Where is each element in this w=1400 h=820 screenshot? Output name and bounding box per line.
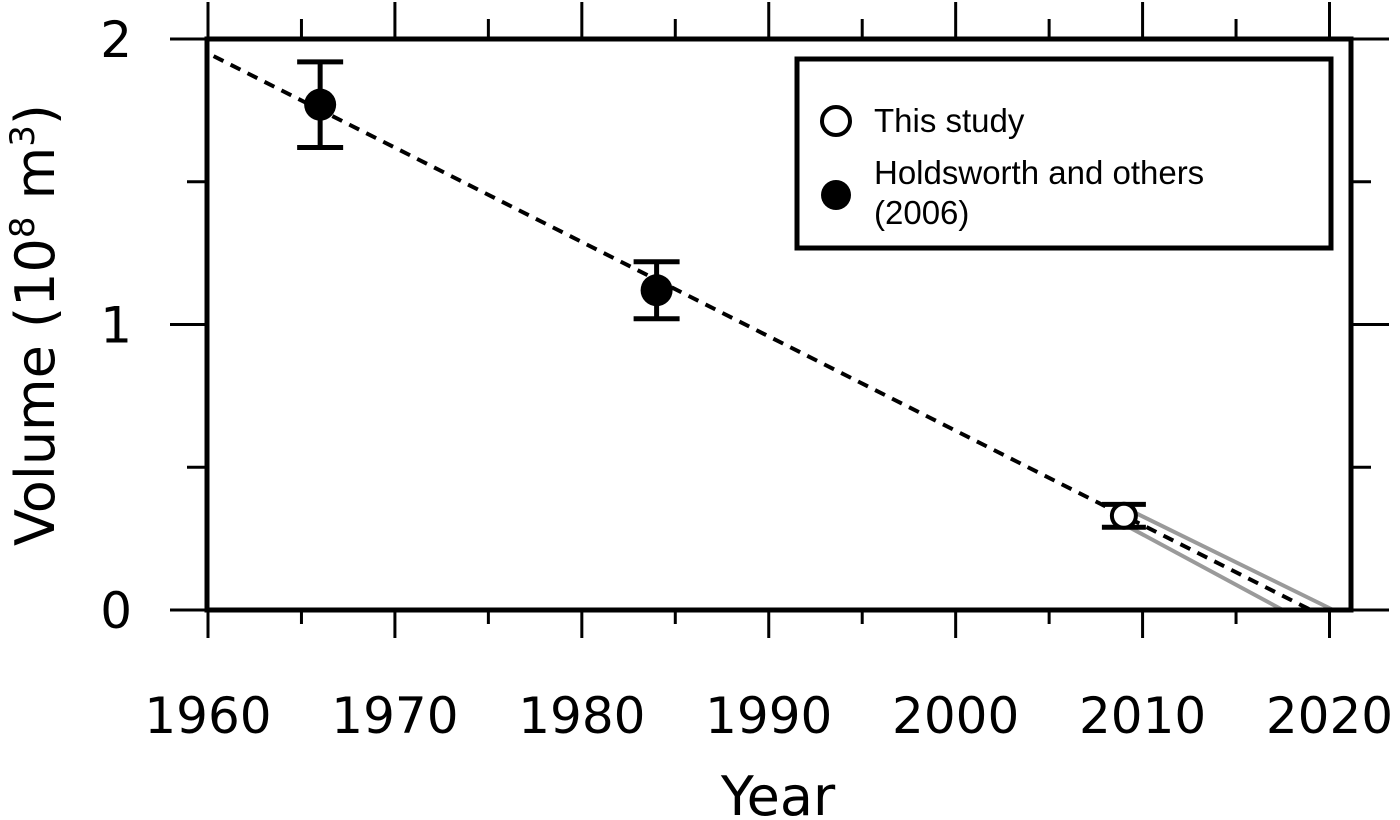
legend-open-circle-icon <box>820 105 852 137</box>
legend-box <box>794 56 1334 251</box>
legend: This study Holdsworth and others (2006) <box>794 56 1334 251</box>
legend-label-holdsworth-line1: Holdsworth and others <box>874 154 1204 191</box>
plot-frame <box>204 36 1354 613</box>
y-axis-title-unit-exponent: 3 <box>3 125 43 147</box>
x-axis-title: Year <box>720 765 836 820</box>
data-point-this-study <box>1109 501 1138 530</box>
y-axis-title-unit: m <box>4 147 67 217</box>
x-tick-label: 2020 <box>1266 687 1393 745</box>
data-point-holdsworth <box>640 274 673 307</box>
uncertainty-band-lower-line <box>1122 522 1284 612</box>
y-tick-label: 2 <box>100 11 132 69</box>
x-tick-label: 1970 <box>331 687 458 745</box>
data-point-holdsworth <box>304 88 337 121</box>
plot-area <box>212 54 1335 612</box>
tick-labels: 1960 1970 1980 1990 2000 2010 2020 0 1 2 <box>100 11 1393 745</box>
y-axis-title-prefix: Volume (10 <box>4 238 67 546</box>
x-tick-label: 1960 <box>144 687 271 745</box>
x-tick-label: 2000 <box>892 687 1019 745</box>
legend-label-holdsworth-line2: (2006) <box>874 194 969 231</box>
y-tick-label: 0 <box>100 582 132 640</box>
x-tick-label: 1980 <box>518 687 645 745</box>
x-tick-label: 2010 <box>1079 687 1206 745</box>
axis-ticks <box>170 2 1389 638</box>
y-axis-title-suffix: ) <box>4 104 67 125</box>
uncertainty-band-upper-line <box>1123 505 1335 612</box>
trend-line <box>212 54 1312 612</box>
y-axis-title-exponent: 8 <box>3 217 43 239</box>
legend-label-this-study: This study <box>874 102 1025 139</box>
y-tick-label: 1 <box>100 297 132 355</box>
legend-filled-circle-icon <box>821 180 851 210</box>
y-axis-title: Volume (108 m3) <box>3 104 67 546</box>
x-tick-label: 1990 <box>705 687 832 745</box>
